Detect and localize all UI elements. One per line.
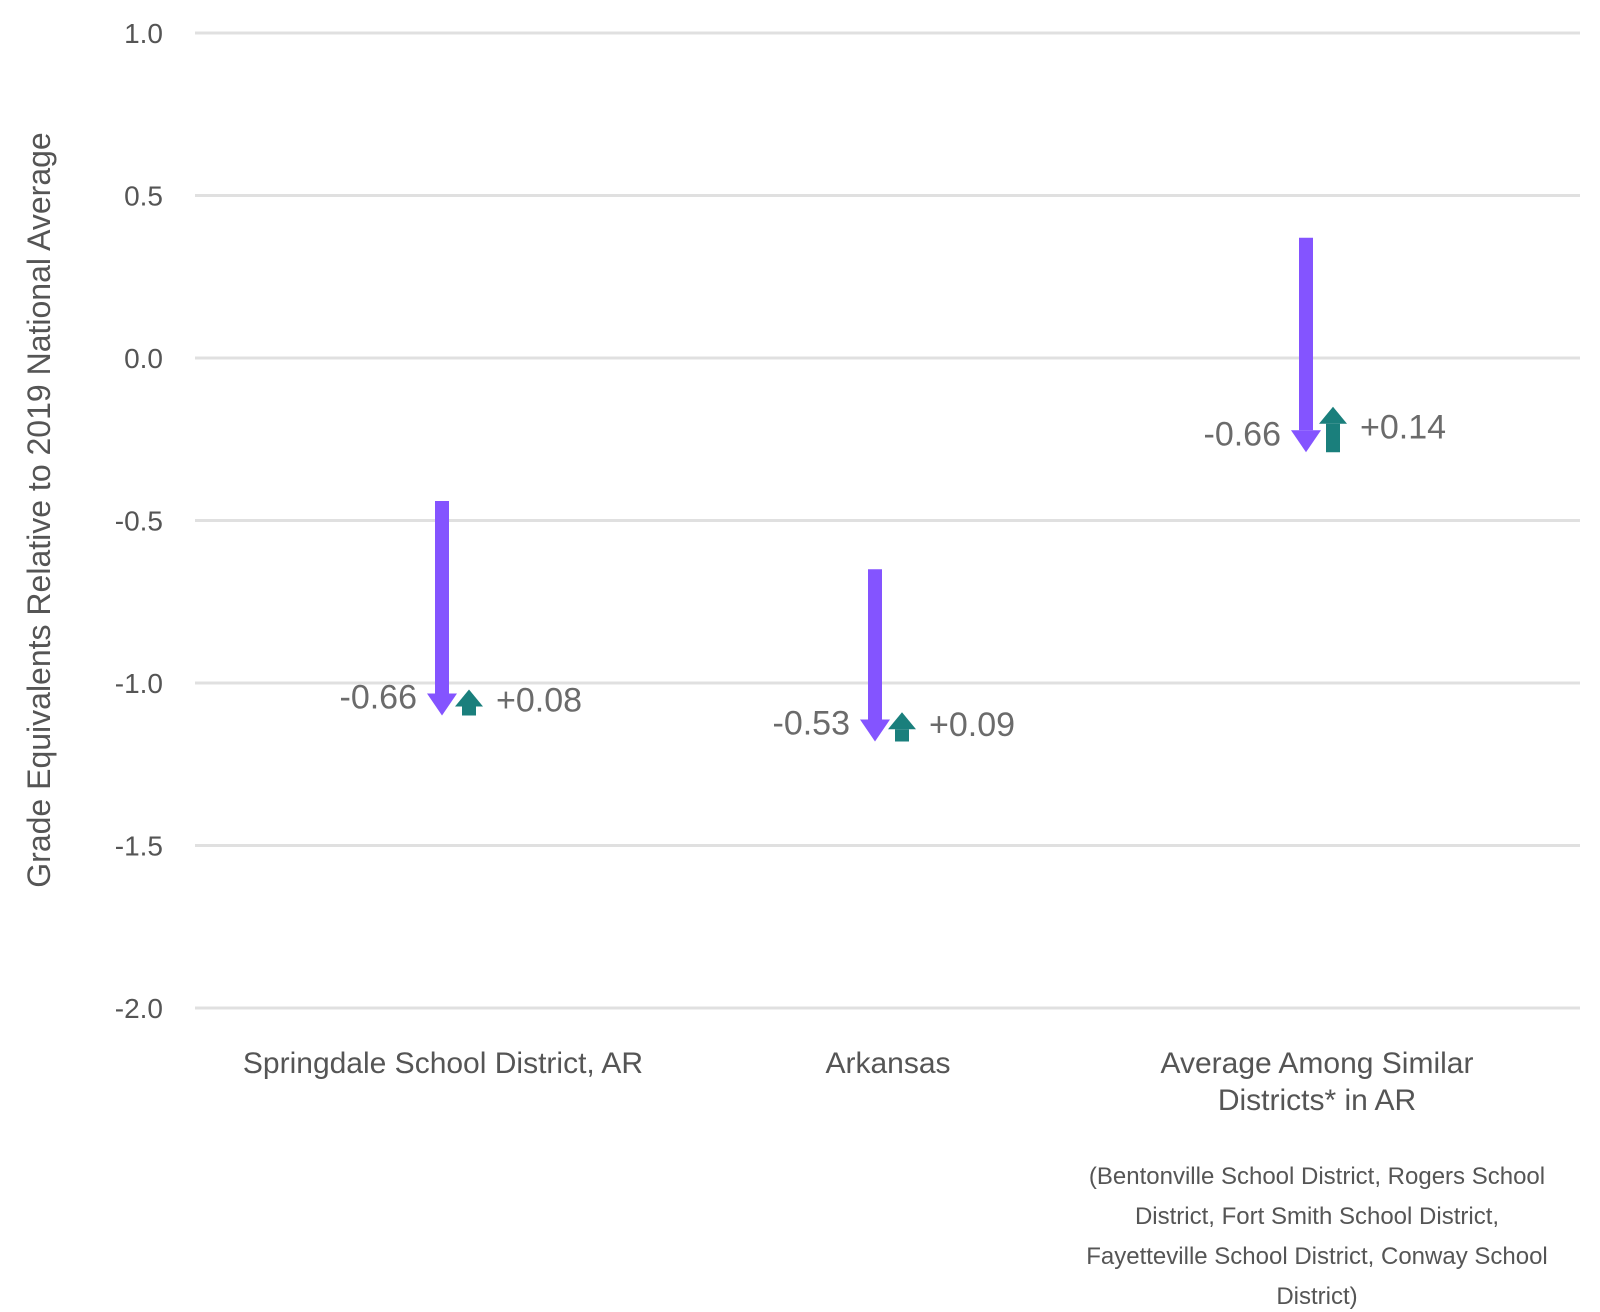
recovery-arrow-head [455,689,483,707]
decline-value-label: -0.66 [340,679,418,717]
category-label: Average Among Similar [1161,1047,1474,1080]
recovery-arrow-head [888,712,916,730]
y-tick-label: -2.0 [115,993,163,1024]
decline-arrow-shaft [435,501,449,694]
category-group: -0.53 +0.09 [773,569,1015,744]
decline-arrow-head [860,719,890,742]
category-group: -0.66 +0.14 [1204,237,1446,453]
y-tick-label: 1.0 [124,18,163,49]
recovery-value-label: +0.09 [929,706,1015,744]
category-label: Arkansas [825,1047,950,1080]
decline-arrow-head [1291,430,1321,453]
y-axis-label: Grade Equivalents Relative to 2019 Natio… [21,132,57,887]
decline-arrow-shaft [868,569,882,720]
recovery-value-label: +0.14 [1360,409,1446,447]
category-note: District, Fort Smith School District, [1135,1203,1499,1230]
decline-value-label: -0.66 [1204,415,1282,453]
recovery-value-label: +0.08 [496,682,582,720]
gridlines [195,31,1580,1010]
decline-arrow-head [427,693,457,716]
y-tick-label: -1.5 [115,831,163,862]
recovery-arrow-head [1319,406,1347,424]
y-tick-label: -0.5 [115,506,163,537]
category-note: (Bentonville School District, Rogers Sch… [1089,1163,1545,1190]
category-note: Fayetteville School District, Conway Sch… [1086,1243,1548,1270]
recovery-arrow-shaft [462,706,476,716]
recovery-arrow-shaft [1326,423,1340,453]
y-axis-ticks: 1.0 0.5 0.0 -0.5 -1.0 -1.5 -2.0 [115,18,163,1024]
chart-marks: -0.66 +0.08 -0.53 +0.09 -0.66 +0.14 [340,237,1446,744]
category-label: Districts* in AR [1218,1084,1416,1117]
x-axis-categories: Springdale School District, AR Arkansas Av… [243,1047,1548,1310]
category-label: Springdale School District, AR [243,1047,643,1080]
decline-value-label: -0.53 [773,705,851,743]
y-tick-label: 0.5 [124,181,163,212]
category-note: District) [1276,1283,1357,1310]
y-tick-label: -1.0 [115,668,163,699]
recovery-arrow-shaft [895,729,909,742]
y-tick-label: 0.0 [124,343,163,374]
decline-arrow-shaft [1299,237,1313,431]
category-group: -0.66 +0.08 [340,501,582,720]
